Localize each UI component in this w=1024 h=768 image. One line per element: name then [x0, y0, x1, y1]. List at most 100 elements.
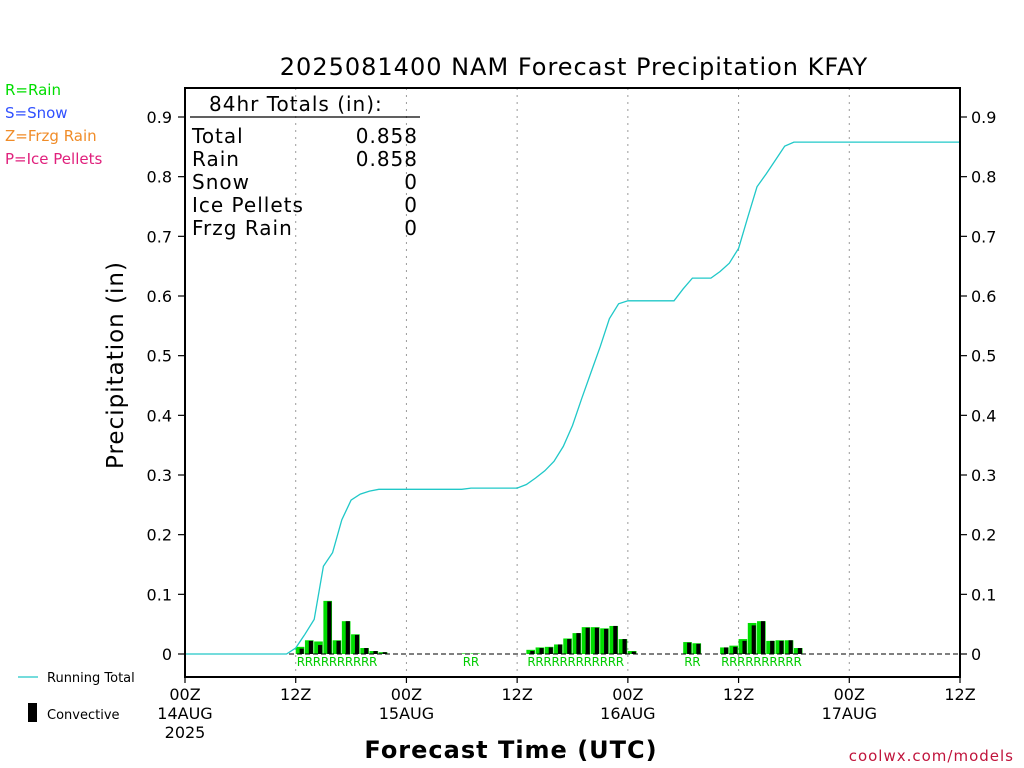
y-tick-label: 0.1: [971, 585, 996, 604]
precip-bars: [295, 600, 803, 654]
x-tick-label: 12Z: [280, 685, 311, 704]
totals-box: 84hr Totals (in): Total 0.858 Rain 0.858 Sno…: [190, 92, 420, 240]
convective-swatch: [28, 703, 37, 722]
convective-bar: [723, 647, 729, 654]
running-total-line: [185, 141, 960, 655]
x-tick-label: 00Z: [391, 685, 422, 704]
y-tick-label: 0.6: [971, 287, 996, 306]
y-tick-label: 0.6: [147, 287, 172, 306]
y-tick-label: 0: [971, 645, 981, 664]
x-tick-label: 12Z: [501, 685, 532, 704]
y-axis-right: 0 0.1 0.2 0.3 0.4 0.5 0.6 0.7 0.8 0.9: [960, 108, 996, 664]
x-tick-label: 12Z: [723, 685, 754, 704]
convective-bar: [299, 648, 304, 654]
totals-value: 0.858: [356, 147, 418, 171]
y-tick-label: 0.2: [971, 526, 996, 545]
convective-bar: [631, 651, 636, 654]
totals-label: Ice Pellets: [192, 193, 304, 217]
plot-frame: [184, 87, 961, 678]
running-total-label: Running Total: [47, 671, 135, 686]
y-axis-label: Precipitation (in): [103, 261, 129, 469]
y-tick-label: 0.9: [147, 108, 172, 127]
convective-bar: [354, 634, 360, 654]
convective-bar: [318, 645, 323, 654]
ptype-marker: RRRRRRRRRR: [721, 655, 801, 669]
ptype-markers: RRRRRRRRRR RR RRRRRRRRRRRR RR RRRRRRRRRR: [297, 655, 802, 669]
x-tick-label: 00Z: [169, 685, 200, 704]
x-tick-year: 2025: [165, 723, 206, 742]
y-tick-label: 0.9: [971, 108, 996, 127]
x-tick-label: 00Z: [612, 685, 643, 704]
convective-bar: [567, 639, 572, 654]
convective-bar: [696, 643, 701, 654]
convective-bar: [760, 621, 766, 654]
y-tick-label: 0.3: [971, 466, 996, 485]
totals-value: 0: [404, 193, 418, 217]
totals-label: Frzg Rain: [192, 216, 293, 240]
convective-label: Convective: [47, 708, 120, 723]
y-axis-left: 0 0.1 0.2 0.3 0.4 0.5 0.6 0.7 0.8 0.9: [147, 108, 185, 664]
totals-label: Snow: [192, 170, 250, 194]
y-tick-label: 0.2: [147, 526, 172, 545]
x-tick-date: 17AUG: [822, 704, 877, 723]
y-tick-label: 0.4: [147, 406, 172, 425]
convective-bar: [770, 640, 775, 654]
y-tick-label: 0.5: [971, 347, 996, 366]
grid-lines: [295, 88, 850, 677]
convective-bar: [779, 640, 784, 654]
convective-bar: [751, 625, 756, 654]
convective-bar: [604, 628, 609, 654]
totals-label: Rain: [192, 147, 240, 171]
convective-bar: [797, 648, 802, 654]
legend-running-total: Running Total: [18, 671, 135, 686]
x-tick-label: 00Z: [834, 685, 865, 704]
y-tick-label: 0.8: [971, 168, 996, 187]
convective-bar: [373, 651, 378, 654]
ptype-marker: RRRRRRRRRR: [297, 655, 377, 669]
source-credit: coolwx.com/models: [849, 747, 1014, 765]
convective-bar: [594, 627, 599, 654]
totals-label: Total: [191, 124, 244, 148]
convective-bar: [345, 621, 350, 654]
ptype-marker: RR: [684, 655, 700, 669]
ptype-legend-item: P=Ice Pellets: [5, 150, 102, 168]
totals-value: 0.858: [356, 124, 418, 148]
ptype-legend-item: R=Rain: [5, 81, 61, 99]
totals-header: 84hr Totals (in):: [209, 92, 383, 116]
ptype-legend: R=Rain S=Snow Z=Frzg Rain P=Ice Pellets: [5, 81, 102, 168]
convective-bar: [742, 640, 747, 654]
y-tick-label: 0.3: [147, 466, 172, 485]
x-tick-date: 16AUG: [600, 704, 655, 723]
x-tick-date: 15AUG: [379, 704, 434, 723]
x-tick-label: 12Z: [944, 685, 975, 704]
ptype-legend-item: Z=Frzg Rain: [5, 127, 97, 145]
x-axis-label: Forecast Time (UTC): [364, 736, 657, 764]
y-tick-label: 0.4: [971, 406, 996, 425]
convective-bar: [327, 601, 332, 654]
convective-bar: [308, 640, 313, 654]
convective-bar: [733, 646, 738, 654]
y-tick-label: 0: [162, 645, 172, 664]
y-tick-label: 0.1: [147, 585, 172, 604]
legend-convective: Convective: [28, 703, 120, 723]
y-tick-label: 0.8: [147, 168, 172, 187]
convective-bar: [585, 627, 590, 654]
convective-bar: [622, 639, 627, 654]
ptype-marker: RR: [463, 655, 479, 669]
convective-bar: [364, 648, 369, 654]
chart-title: 2025081400 NAM Forecast Precipitation KF…: [280, 53, 868, 81]
y-tick-label: 0.5: [147, 347, 172, 366]
convective-bar: [336, 640, 341, 654]
totals-value: 0: [404, 216, 418, 240]
totals-value: 0: [404, 170, 418, 194]
convective-bar: [548, 647, 553, 654]
ptype-marker: RRRRRRRRRRRR: [527, 655, 623, 669]
convective-bar: [539, 648, 544, 654]
convective-bar: [382, 652, 387, 654]
y-tick-label: 0.7: [971, 227, 996, 246]
x-tick-date: 14AUG: [157, 704, 212, 723]
y-tick-label: 0.7: [147, 227, 172, 246]
convective-bar: [557, 644, 563, 654]
